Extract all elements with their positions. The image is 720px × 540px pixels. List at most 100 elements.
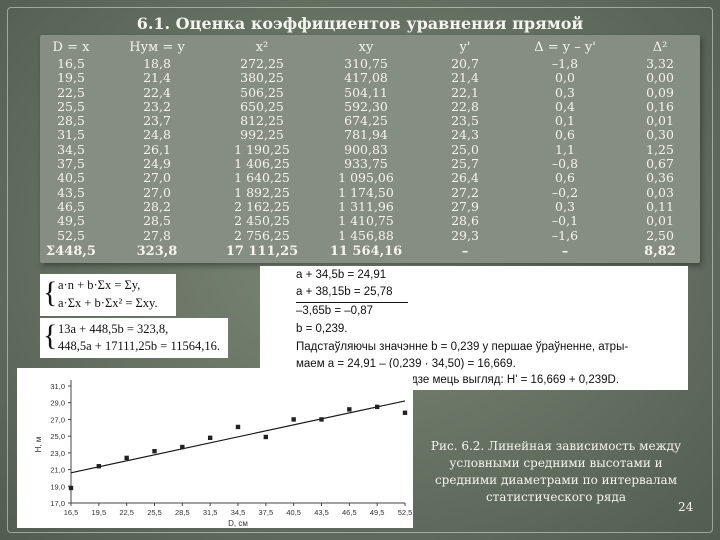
solution-step-6: маем a = 24,91 – (0,239 · 34,50) = 16,66… [296,358,516,370]
table-row: 49,5 28,5 2 450,25 1 410,75 28,6 –0,1 0,01 [40,213,700,229]
table-row: 22,5 22,4 506,25 504,11 22,1 0,3 0,09 [40,84,700,100]
data-point [96,464,102,469]
cell-delta: 0,4 [555,98,575,114]
table-row: 46,5 28,2 2 162,25 1 311,96 27,9 0,3 0,11 [40,198,700,214]
cell-x-squared: 992,25 [240,127,284,143]
cell-x: 19,5 [57,70,85,86]
cell-y-predicted: 29,3 [451,227,479,243]
cell-y-predicted: 28,6 [451,213,479,229]
x-tick-label: 49,5 [370,508,385,517]
numeric-equation-1: 13a + 448,5b = 323,8, [58,322,169,336]
total-cell-x-squared: 17 111,25 [225,243,299,259]
total-cell-delta: – [561,243,569,259]
table-row: 40,5 27,0 1 640,25 1 095,06 26,4 0,6 0,36 [40,170,700,186]
cell-x-squared: 380,25 [240,70,284,86]
cell-y: 28,2 [143,198,171,214]
data-point [347,407,352,412]
cell-y-predicted: 25,7 [451,156,479,172]
x-tick-label: 19,5 [92,508,107,517]
slide-title: 6.1. Оценка коэффициентов уравнения прям… [136,14,584,33]
cell-x-squared: 2 450,25 [234,213,290,229]
y-tick-label: 17,0 [50,499,65,508]
cell-xy: 1 174,50 [338,184,394,200]
x-tick-label: 43,5 [314,508,329,517]
cell-y: 24,8 [143,127,171,143]
cell-y: 18,8 [143,56,171,71]
cell-xy: 933,75 [344,156,388,172]
cell-xy: 417,08 [344,70,388,86]
header-cell-delta: Δ = y – y' [534,39,596,55]
cell-y-predicted: 24,3 [451,127,479,143]
x-tick-label: 31,5 [203,508,218,517]
table-row: 34,5 26,1 1 190,25 900,83 25,0 1,1 1,25 [40,141,700,157]
header-cell-x-squared: x² [255,39,269,55]
x-tick-label: 37,5 [259,508,274,517]
cell-y: 21,4 [143,70,171,86]
header-cell-delta-squared: Δ² [652,39,668,55]
figure-caption: Рис. 6.2. Линейная зависимость между усл… [430,439,682,504]
x-tick-label: 16,5 [64,508,79,517]
cell-xy: 504,11 [344,84,388,100]
cell-delta: –0,8 [551,156,579,172]
x-tick-label: 40,5 [286,508,301,517]
regression-chart-svg: 17,0 19,0 21,0 23,0 25,0 27,0 29,0 31,0 16,5 19,5… [34,380,412,528]
total-cell-y-predicted: – [461,243,469,259]
system-brace: { [43,276,58,309]
x-tick-label: 22,5 [119,508,134,517]
data-point [235,424,241,430]
cell-delta: –0,2 [551,184,579,200]
cell-delta: 0,0 [555,70,575,86]
cell-xy: 1 456,88 [338,227,394,243]
numeric-equation-2: 448,5a + 17111,25b = 11564,16. [58,339,221,353]
cell-delta: 0,6 [555,170,575,186]
cell-x: 49,5 [57,213,85,229]
cell-delta-squared: 0,01 [646,213,674,229]
cell-delta: 0,1 [555,113,575,129]
table-row: 28,5 23,7 812,25 674,25 23,5 0,1 0,01 [40,113,700,129]
cell-x: 40,5 [57,170,85,186]
cell-xy: 592,30 [344,98,388,114]
x-tick-label: 34,5 [231,508,246,517]
x-tick-label: 28,5 [175,508,190,517]
y-tick-label: 21,0 [50,466,65,475]
subtraction-rule [296,302,408,303]
cell-delta: 0,3 [555,198,575,214]
cell-x-squared: 812,25 [240,113,284,129]
cell-x: 16,5 [57,56,85,71]
y-tick-label: 29,0 [50,399,65,408]
regression-chart: 17,0 19,0 21,0 23,0 25,0 27,0 29,0 31,0 16,5 19,5… [17,368,413,528]
cell-delta-squared: 0,03 [646,184,674,200]
header-cell-y: Hум = y [129,39,185,55]
cell-y-predicted: 26,4 [451,170,479,186]
cell-delta-squared: 0,01 [646,113,674,129]
solution-step-5: Падстаўляючы значэнне b = 0,239 у першае… [296,341,629,353]
cell-x-squared: 1 406,25 [234,156,290,172]
cell-y-predicted: 20,7 [451,56,479,71]
cell-x-squared: 506,25 [240,84,284,100]
cell-xy: 674,25 [344,113,388,129]
y-tick-label: 23,0 [50,449,65,458]
cell-x-squared: 2 162,25 [234,198,290,214]
cell-y: 24,9 [143,156,171,172]
cell-delta: 1,1 [555,141,575,157]
data-point [263,434,269,440]
cell-x-squared: 1 892,25 [234,184,290,200]
cell-xy: 1 311,96 [338,198,394,214]
slide-frame [7,7,713,533]
normal-equations-system: { a·n + b·Σx = Σy, a·Σx + b·Σx² = Σxy. [40,274,176,316]
cell-y: 23,2 [143,98,171,114]
trend-line [70,400,406,474]
cell-delta-squared: 3,32 [646,56,674,71]
y-tick-label: 27,0 [50,415,65,424]
data-table-panel: D = x Hум = y x² xy y' Δ = y – y' Δ² 16,… [40,35,700,263]
cell-delta: 0,3 [555,84,575,100]
cell-x: 34,5 [57,141,85,157]
data-point [124,455,129,461]
cell-xy: 781,94 [344,127,388,143]
data-point [152,448,157,454]
table-row: 43,5 27,0 1 892,25 1 174,50 27,2 –0,2 0,03 [40,184,700,200]
cell-x: 28,5 [57,113,85,129]
data-point [319,417,324,422]
data-point [402,410,408,415]
cell-xy: 1 410,75 [338,213,394,229]
